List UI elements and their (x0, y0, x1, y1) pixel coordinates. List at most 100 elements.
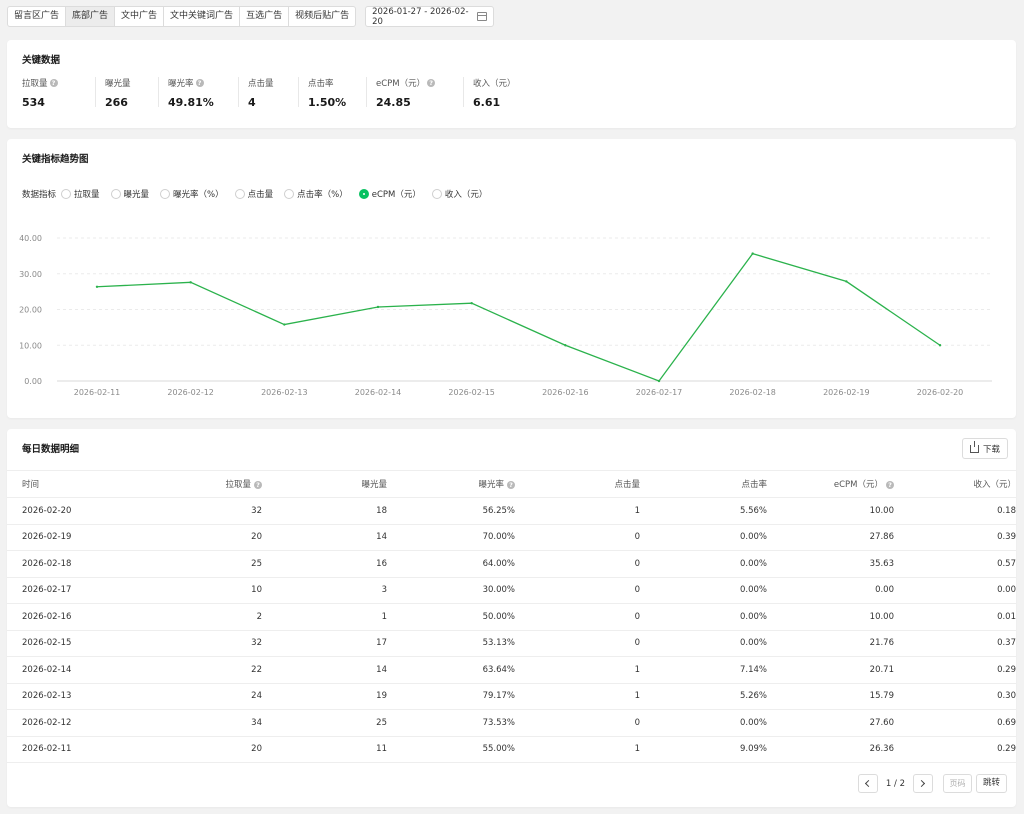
table-cell: 20 (137, 524, 262, 551)
tab-2[interactable]: 文中广告 (115, 7, 165, 26)
data-point (751, 252, 754, 255)
tab-3[interactable]: 文中关键词广告 (164, 7, 241, 26)
table-cell: 0 (515, 630, 640, 657)
help-icon: ? (507, 481, 515, 489)
metric-divider (298, 77, 299, 107)
table-cell: 5.56% (640, 497, 767, 525)
table-cell: 63.64% (387, 656, 515, 684)
x-tick-label: 2026-02-18 (729, 388, 776, 397)
x-tick-label: 2026-02-12 (167, 388, 214, 397)
data-point (938, 344, 942, 347)
data-point (376, 305, 380, 309)
table-cell: 0.00% (640, 550, 767, 578)
table-cell: 10 (137, 577, 262, 604)
data-point (283, 323, 286, 326)
metric-option-5[interactable]: eCPM（元） (358, 188, 421, 200)
metric-option-6[interactable]: 收入（元） (431, 188, 487, 200)
x-tick-label: 2026-02-16 (542, 388, 589, 397)
table-cell: 0 (515, 524, 640, 551)
metric-label-row: 拉取量? (22, 77, 96, 89)
help-icon: ? (195, 79, 204, 87)
column-header-label: 曝光量 (361, 480, 387, 490)
daily-detail-title: 每日数据明细 (22, 444, 80, 455)
column-header-5: 点击率 (640, 470, 767, 498)
table-cell: 0.00% (640, 630, 767, 657)
metric-0: 拉取量? 534 (22, 77, 96, 109)
table-cell: 22 (137, 656, 262, 684)
table-cell: 0.00% (640, 603, 767, 631)
x-tick-label: 2026-02-20 (917, 388, 964, 397)
table-cell: 1 (515, 497, 640, 525)
jump-button[interactable]: 跳转 (975, 774, 1007, 793)
table-cell: 27.86 (767, 524, 894, 551)
tab-4[interactable]: 互选广告 (240, 7, 290, 26)
table-cell: 1 (262, 603, 387, 631)
y-tick-label: 40.00 (19, 234, 42, 243)
radio-dot (160, 189, 171, 199)
radio-dot (61, 189, 72, 199)
tab-5[interactable]: 视频后贴广告 (295, 11, 350, 21)
tab-1[interactable]: 底部广告 (66, 7, 116, 26)
help-icon: ? (49, 79, 58, 87)
table-row: 2026-02-11 20 11 55.00% 1 9.09% 26.36 0.29 (7, 736, 1016, 763)
date-range-picker[interactable]: 2026-01-27 - 2026-02-20 (365, 6, 495, 27)
table-cell: 0 (515, 709, 640, 737)
table-cell: 0.00 (767, 577, 894, 604)
table-cell: 15.79 (767, 683, 894, 710)
table-cell: 0.00 (894, 577, 1016, 604)
column-header-label: 点击量 (614, 480, 640, 490)
column-header-label: eCPM（元） (833, 480, 883, 490)
table-cell: 9.09% (640, 736, 767, 763)
data-point (470, 302, 473, 305)
metric-divider (95, 77, 96, 107)
page-number-input[interactable]: 页码 (942, 774, 972, 793)
table-row: 2026-02-18 25 16 64.00% 0 0.00% 35.63 0.57 (7, 550, 1016, 578)
table-row: 2026-02-13 24 19 79.17% 1 5.26% 15.79 0.30 (7, 683, 1016, 710)
next-page-button[interactable] (912, 774, 933, 793)
table-cell: 25 (262, 709, 387, 737)
table-cell: 56.25% (387, 497, 515, 525)
metric-value: 534 (22, 96, 45, 109)
metric-divider (463, 77, 464, 107)
table-cell: 30.00% (387, 577, 515, 604)
table-cell: 11 (262, 736, 387, 763)
table-cell: 0.30 (894, 683, 1016, 710)
metric-options: 拉取量 曝光量 曝光率（%） 点击量 点击率（%） eCPM（元） 收入（元） (61, 188, 498, 200)
table-cell: 2026-02-15 (7, 630, 137, 657)
metric-option-4[interactable]: 点击率（%） (284, 188, 348, 200)
table-cell: 3 (262, 577, 387, 604)
metric-option-0[interactable]: 拉取量 (61, 188, 100, 200)
prev-page-button[interactable] (857, 774, 878, 793)
metric-option-1[interactable]: 曝光量 (110, 188, 149, 200)
table-cell: 10.00 (767, 497, 894, 525)
download-icon (969, 440, 979, 453)
download-button[interactable]: 下载 (961, 438, 1008, 459)
table-cell: 2026-02-17 (7, 577, 137, 604)
metric-value: 49.81% (168, 96, 214, 109)
metric-label: 拉取量 (22, 79, 48, 89)
metric-5: eCPM（元）? 24.85 (367, 77, 464, 109)
table-cell: 0 (515, 577, 640, 604)
metric-option-label: 点击量 (247, 190, 274, 200)
tab-0[interactable]: 留言区广告 (8, 7, 67, 26)
table-cell: 2026-02-16 (7, 603, 137, 631)
table-row: 2026-02-12 34 25 73.53% 0 0.00% 27.60 0.69 (7, 709, 1016, 737)
metric-2: 曝光率? 49.81% (159, 77, 239, 109)
data-point (657, 379, 661, 383)
metric-option-3[interactable]: 点击量 (234, 188, 274, 200)
x-tick-label: 2026-02-17 (636, 388, 683, 397)
table-cell: 7.14% (640, 656, 767, 684)
table-cell: 0.37 (894, 630, 1016, 657)
metric-divider (366, 77, 367, 107)
metric-option-2[interactable]: 曝光率（%） (160, 188, 224, 200)
metric-label: 曝光量 (105, 79, 131, 89)
x-tick-label: 2026-02-13 (261, 388, 308, 397)
table-row: 2026-02-17 10 3 30.00% 0 0.00% 0.00 0.00 (7, 577, 1016, 604)
table-cell: 64.00% (387, 550, 515, 578)
table-cell: 32 (137, 497, 262, 525)
table-row: 2026-02-15 32 17 53.13% 0 0.00% 21.76 0.37 (7, 630, 1016, 657)
table-cell: 2026-02-11 (7, 736, 137, 763)
date-range-text: 2026-01-27 - 2026-02-20 (372, 6, 469, 27)
table-cell: 0.57 (894, 550, 1016, 578)
table-cell: 18 (262, 497, 387, 525)
